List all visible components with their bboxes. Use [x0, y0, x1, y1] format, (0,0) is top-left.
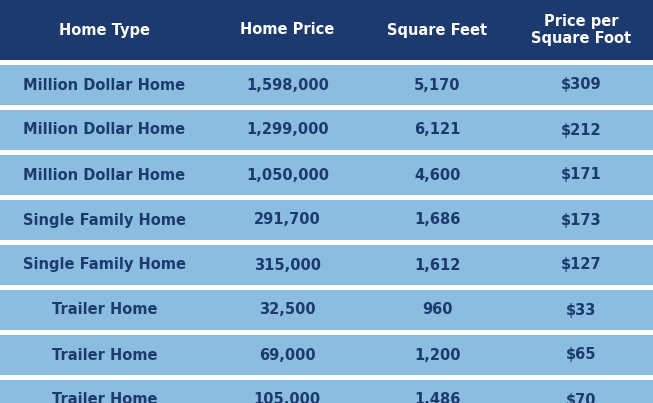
- Bar: [509, 200, 653, 240]
- Bar: [0, 380, 209, 403]
- Text: Million Dollar Home: Million Dollar Home: [24, 123, 185, 137]
- Bar: [509, 65, 653, 105]
- Text: $70: $70: [566, 393, 596, 403]
- Text: $173: $173: [561, 212, 601, 228]
- Bar: [0, 110, 209, 150]
- Bar: [0, 335, 209, 375]
- Text: 1,686: 1,686: [414, 212, 461, 228]
- Text: 1,612: 1,612: [414, 258, 461, 272]
- Text: 960: 960: [422, 303, 453, 318]
- Bar: [509, 380, 653, 403]
- Bar: [366, 0, 509, 60]
- Text: Square Feet: Square Feet: [387, 23, 488, 37]
- Text: 4,600: 4,600: [414, 168, 461, 183]
- Bar: [209, 110, 366, 150]
- Bar: [209, 335, 366, 375]
- Bar: [0, 200, 209, 240]
- Text: Price per
Square Foot: Price per Square Foot: [531, 14, 631, 46]
- Bar: [366, 335, 509, 375]
- Text: $33: $33: [566, 303, 596, 318]
- Bar: [209, 380, 366, 403]
- Bar: [0, 245, 209, 285]
- Text: $65: $65: [566, 347, 596, 363]
- Bar: [0, 65, 209, 105]
- Text: 105,000: 105,000: [254, 393, 321, 403]
- Bar: [509, 155, 653, 195]
- Bar: [509, 335, 653, 375]
- Text: 1,486: 1,486: [414, 393, 461, 403]
- Bar: [209, 290, 366, 330]
- Bar: [366, 155, 509, 195]
- Bar: [209, 200, 366, 240]
- Bar: [0, 290, 209, 330]
- Text: 291,700: 291,700: [254, 212, 321, 228]
- Text: Trailer Home: Trailer Home: [52, 303, 157, 318]
- Bar: [366, 200, 509, 240]
- Text: Million Dollar Home: Million Dollar Home: [24, 77, 185, 93]
- Text: 315,000: 315,000: [254, 258, 321, 272]
- Bar: [366, 380, 509, 403]
- Text: 69,000: 69,000: [259, 347, 315, 363]
- Bar: [366, 65, 509, 105]
- Text: 6,121: 6,121: [414, 123, 461, 137]
- Text: Trailer Home: Trailer Home: [52, 393, 157, 403]
- Text: 1,200: 1,200: [414, 347, 461, 363]
- Text: 32,500: 32,500: [259, 303, 315, 318]
- Bar: [509, 245, 653, 285]
- Text: $212: $212: [561, 123, 601, 137]
- Bar: [209, 0, 366, 60]
- Text: Single Family Home: Single Family Home: [23, 258, 186, 272]
- Text: Home Price: Home Price: [240, 23, 334, 37]
- Text: Trailer Home: Trailer Home: [52, 347, 157, 363]
- Text: 1,299,000: 1,299,000: [246, 123, 328, 137]
- Text: Million Dollar Home: Million Dollar Home: [24, 168, 185, 183]
- Bar: [209, 155, 366, 195]
- Text: Home Type: Home Type: [59, 23, 150, 37]
- Bar: [509, 110, 653, 150]
- Bar: [366, 245, 509, 285]
- Bar: [0, 0, 209, 60]
- Bar: [366, 110, 509, 150]
- Bar: [209, 245, 366, 285]
- Text: Single Family Home: Single Family Home: [23, 212, 186, 228]
- Text: 5,170: 5,170: [414, 77, 461, 93]
- Bar: [366, 290, 509, 330]
- Bar: [0, 155, 209, 195]
- Text: $127: $127: [561, 258, 601, 272]
- Bar: [209, 65, 366, 105]
- Bar: [509, 290, 653, 330]
- Text: $309: $309: [561, 77, 601, 93]
- Text: $171: $171: [561, 168, 601, 183]
- Bar: [509, 0, 653, 60]
- Text: 1,598,000: 1,598,000: [246, 77, 328, 93]
- Text: 1,050,000: 1,050,000: [246, 168, 329, 183]
